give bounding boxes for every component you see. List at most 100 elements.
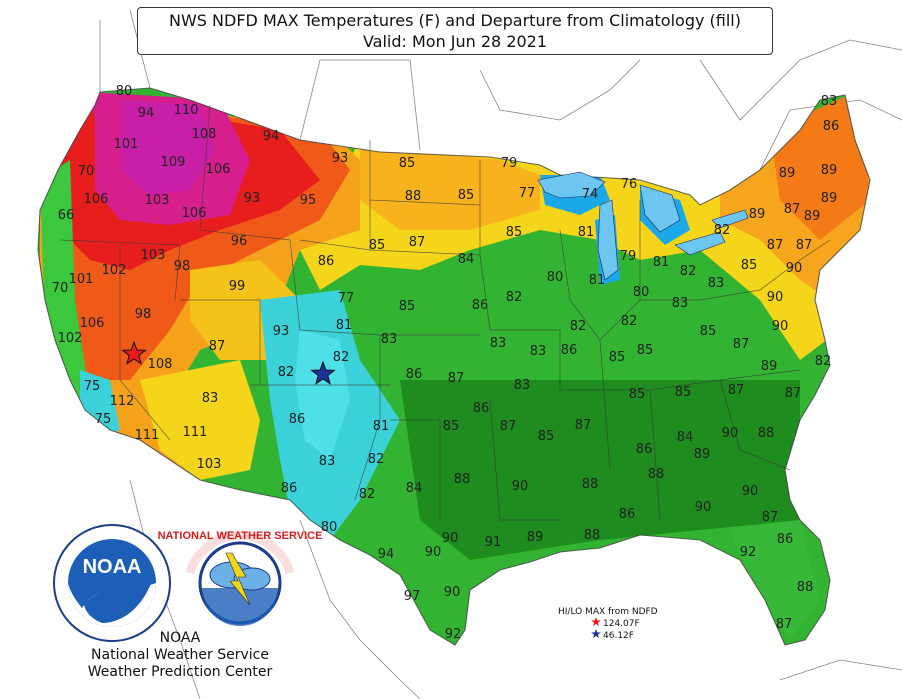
- temperature-label: 82: [680, 264, 697, 279]
- temperature-label: 106: [80, 316, 105, 331]
- temperature-label: 90: [767, 290, 784, 305]
- temperature-label: 92: [445, 627, 462, 642]
- temperature-label: 88: [758, 426, 775, 441]
- temperature-label: 81: [336, 318, 353, 333]
- temperature-label: 89: [694, 447, 711, 462]
- credit-wpc: Weather Prediction Center: [87, 664, 273, 680]
- temperature-label: 91: [485, 535, 502, 550]
- temperature-label: 85: [700, 324, 717, 339]
- temperature-label: 87: [728, 383, 745, 398]
- state-boundaries: [37, 87, 871, 646]
- temperature-label: 80: [633, 285, 650, 300]
- credit-nws: National Weather Service: [91, 647, 269, 663]
- temperature-label: 108: [148, 357, 173, 372]
- temperature-label: 87: [785, 386, 802, 401]
- temperature-label: 87: [776, 617, 793, 632]
- temperature-label: 88: [454, 472, 471, 487]
- temperature-label: 103: [145, 193, 170, 208]
- temperature-label: 85: [443, 419, 460, 434]
- temperature-label: 90: [786, 261, 803, 276]
- temperature-label: 86: [472, 298, 489, 313]
- temperature-label: 70: [52, 281, 69, 296]
- temperature-label: 86: [777, 532, 794, 547]
- temperature-label: 83: [672, 296, 689, 311]
- temperature-label: 86: [636, 442, 653, 457]
- temperature-label: 97: [404, 589, 421, 604]
- temperature-label: 102: [58, 331, 83, 346]
- hilo-legend: HI/LO MAX from NDFD 124.07F 46.12F: [558, 607, 658, 641]
- legend-hi-value: 124.07F: [603, 619, 640, 629]
- temperature-label: 81: [589, 273, 606, 288]
- temperature-label: 83: [202, 391, 219, 406]
- temperature-label: 103: [141, 248, 166, 263]
- temperature-label: 111: [135, 428, 160, 443]
- temperature-label: 96: [231, 234, 248, 249]
- temperature-label: 86: [289, 412, 306, 427]
- temperature-label: 87: [784, 202, 801, 217]
- map-title: NWS NDFD MAX Temperatures (F) and Depart…: [137, 7, 773, 55]
- temperature-label: 110: [174, 103, 199, 118]
- temperature-label: 85: [538, 429, 555, 444]
- temperature-label: 86: [619, 507, 636, 522]
- credit-noaa: NOAA: [159, 630, 201, 646]
- temperature-label: 87: [409, 235, 426, 250]
- temperature-label: 95: [300, 193, 317, 208]
- temperature-label: 87: [209, 339, 226, 354]
- temperature-label: 79: [620, 249, 637, 264]
- temperature-label: 85: [369, 238, 386, 253]
- temperature-label: 108: [192, 127, 217, 142]
- temperature-label: 74: [582, 187, 599, 202]
- temperature-label: 90: [722, 426, 739, 441]
- temperature-label: 87: [796, 238, 813, 253]
- temperature-label: 70: [78, 164, 95, 179]
- temperature-label: 90: [772, 319, 789, 334]
- legend-hi-star-icon: [591, 617, 601, 626]
- temperature-label: 90: [512, 479, 529, 494]
- temperature-label: 92: [740, 545, 757, 560]
- min-temp-star-icon: [310, 360, 336, 385]
- temperature-label: 83: [530, 344, 547, 359]
- temperature-label: 89: [821, 163, 838, 178]
- nws-ring-text: NATIONAL WEATHER SERVICE: [158, 530, 323, 542]
- temperature-label: 86: [406, 367, 423, 382]
- temperature-label: 81: [653, 255, 670, 270]
- temperature-label: 77: [519, 186, 536, 201]
- temperature-label: 88: [405, 189, 422, 204]
- temperature-label: 79: [501, 156, 518, 171]
- temperature-label: 106: [182, 206, 207, 221]
- temperature-label: 82: [278, 365, 295, 380]
- temperature-label: 80: [321, 520, 338, 535]
- temperature-label: 88: [797, 580, 814, 595]
- temperature-label: 89: [779, 166, 796, 181]
- temperature-label: 85: [609, 350, 626, 365]
- temperature-label: 103: [197, 457, 222, 472]
- temperature-label: 93: [273, 324, 290, 339]
- temperature-label: 83: [514, 378, 531, 393]
- temperature-label: 90: [442, 531, 459, 546]
- temperature-label: 83: [708, 276, 725, 291]
- temperature-label: 83: [381, 332, 398, 347]
- temperature-label: 88: [584, 528, 601, 543]
- legend-lo-star-shape: [591, 629, 601, 638]
- temperature-label: 82: [368, 452, 385, 467]
- temperature-label: 94: [378, 547, 395, 562]
- temperature-label: 106: [84, 192, 109, 207]
- temperature-label: 88: [648, 467, 665, 482]
- noaa-logo-text: NOAA: [83, 556, 142, 578]
- legend-hi-star-shape: [591, 617, 601, 626]
- temperature-label: 89: [804, 209, 821, 224]
- temperature-label: 85: [629, 387, 646, 402]
- temperature-label: 85: [399, 156, 416, 171]
- temperature-label: 90: [695, 500, 712, 515]
- temperature-label: 90: [444, 585, 461, 600]
- temperature-label: 86: [318, 254, 335, 269]
- temperature-label: 88: [582, 477, 599, 492]
- temperature-label: 85: [741, 258, 758, 273]
- temperature-label: 86: [473, 401, 490, 416]
- temperature-label: 83: [490, 336, 507, 351]
- temperature-label: 84: [458, 252, 475, 267]
- temperature-label: 80: [547, 270, 564, 285]
- legend-title: HI/LO MAX from NDFD: [558, 607, 658, 617]
- temperature-label: 89: [527, 530, 544, 545]
